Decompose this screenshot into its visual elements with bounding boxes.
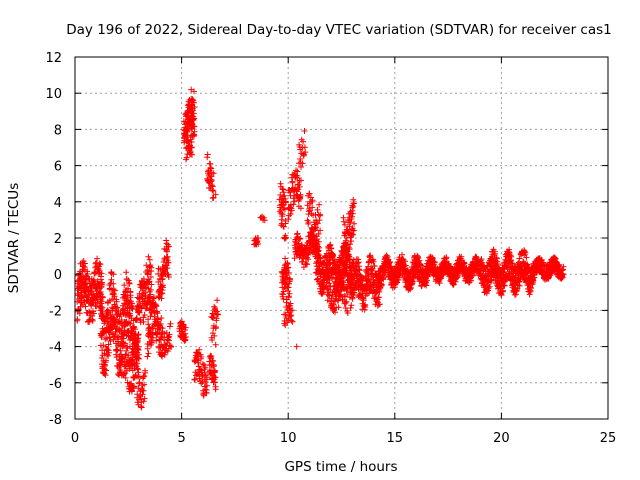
data-point	[211, 304, 217, 310]
y-tick-label: 6	[54, 160, 62, 175]
x-tick-label: 5	[177, 431, 185, 446]
data-point	[192, 377, 198, 383]
data-point	[139, 405, 145, 411]
data-point	[290, 180, 296, 186]
data-point	[114, 347, 120, 353]
y-tick-label: 8	[54, 123, 62, 138]
data-point	[317, 227, 323, 233]
x-tick-label: 15	[387, 431, 404, 446]
grid	[75, 57, 608, 419]
y-tick-label: 0	[54, 268, 62, 283]
y-tick-label: 2	[54, 232, 62, 247]
data-point	[146, 350, 152, 356]
y-tick-label: -6	[49, 377, 62, 392]
data-point	[167, 324, 173, 330]
data-point	[144, 354, 150, 360]
data-points	[74, 87, 566, 411]
x-tick-label: 10	[280, 431, 297, 446]
y-tick-label: 4	[54, 196, 62, 211]
data-point	[214, 297, 220, 303]
data-point	[348, 302, 354, 308]
y-tick-label: 10	[45, 87, 62, 102]
data-point	[205, 152, 211, 158]
x-tick-label: 0	[71, 431, 79, 446]
data-point	[294, 169, 300, 175]
x-axis-label: GPS time / hours	[284, 459, 397, 475]
data-point	[343, 300, 349, 306]
data-point	[294, 344, 300, 350]
data-point	[123, 269, 129, 275]
data-point	[147, 257, 153, 263]
data-point	[348, 305, 354, 311]
y-tick-label: 12	[45, 51, 62, 66]
data-point	[145, 254, 151, 260]
data-point	[213, 342, 219, 348]
y-axis-label: SDTVAR / TECUs	[6, 183, 22, 293]
y-tick-label: -2	[49, 304, 62, 319]
x-tick-label: 25	[600, 431, 617, 446]
x-tick-label: 20	[493, 431, 510, 446]
chart-title: Day 196 of 2022, Sidereal Day-to-day VTE…	[66, 22, 612, 38]
y-tick-label: -4	[49, 341, 62, 356]
data-point	[168, 321, 174, 327]
y-tick-label: -8	[49, 413, 62, 428]
sdtvar-chart: Day 196 of 2022, Sidereal Day-to-day VTE…	[0, 0, 640, 480]
